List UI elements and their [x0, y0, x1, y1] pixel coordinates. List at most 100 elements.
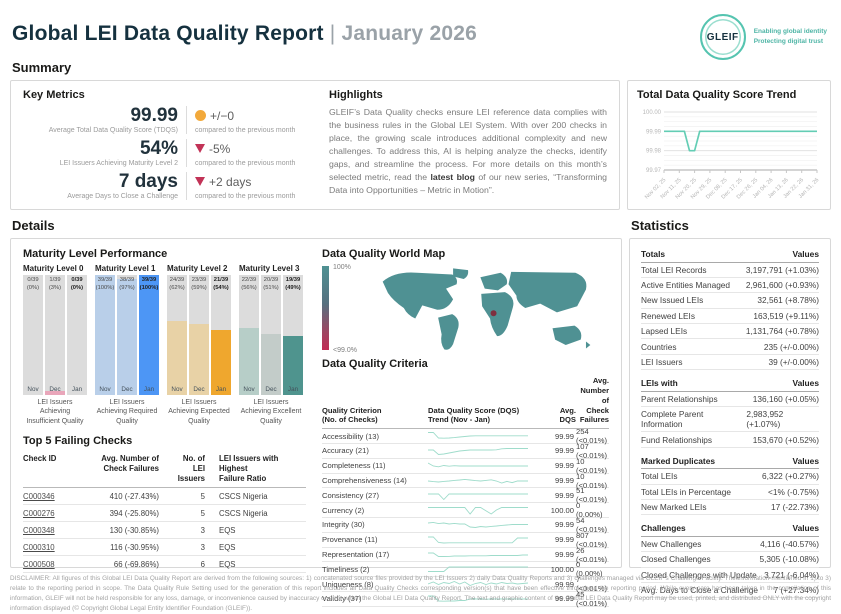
criteria-name: Provenance (11)	[322, 533, 428, 548]
metric-delta-block: -5% compared to the previous month	[186, 139, 295, 167]
gleif-logo: GLEIF Enabling global identity Protectin…	[699, 14, 827, 60]
criteria-sparkline	[428, 459, 538, 474]
map-legend-top-label: 100%	[333, 264, 351, 271]
tdqs-trend-title: Total Data Quality Score Trend	[637, 89, 797, 101]
sparkline-chart	[428, 432, 528, 439]
metric-delta-block: +2 days compared to the previous month	[186, 172, 295, 200]
check-id-link[interactable]: C000276	[23, 508, 55, 518]
stats-row-label: Active Entities Managed	[641, 280, 731, 291]
stats-row-label: LEI Issuers	[641, 356, 683, 367]
check-id-link[interactable]: C000310	[23, 542, 55, 552]
maturity-bars: 22/39 (56%) Nov 20/39 (51%) Dec 19/39 (49%) Jan	[239, 275, 303, 395]
details-heading: Details	[12, 218, 55, 233]
gleif-logo-icon: GLEIF	[699, 14, 746, 60]
table-header-cell: Avg. Number of Check Failures	[73, 451, 165, 488]
world-map-title: Data Quality World Map	[322, 248, 446, 260]
check-id-link[interactable]: C000348	[23, 525, 55, 535]
criteria-avg-dqs: 99.99	[538, 488, 576, 504]
criteria-name: Accessibility (13)	[322, 429, 428, 445]
criteria-avg-dqs: 99.99	[538, 518, 576, 533]
bar-month-label: Nov	[99, 386, 111, 393]
criteria-name: Uniqueness (8)	[322, 577, 428, 593]
metric-value-block: 54% LEI Issuers Achieving Maturity Level …	[23, 139, 178, 167]
criteria-sparkline	[428, 444, 538, 459]
map-legend: 100% <99.0%	[322, 264, 357, 354]
stats-row-value: 2,961,600 (+0.93%)	[745, 280, 819, 291]
highlights-title: Highlights	[329, 89, 383, 101]
sparkline-chart	[428, 507, 528, 515]
check-id-link[interactable]: C000508	[23, 559, 55, 569]
criteria-avg-dqs: 99.99	[538, 444, 576, 459]
criteria-avg-dqs: 99.99	[538, 577, 576, 593]
maturity-group-caption: LEI Issuers Achieving Required Quality	[96, 399, 158, 425]
bar-value-label: 23/39 (59%)	[189, 277, 209, 293]
metric-caption: Average Days to Close a Challenge	[67, 193, 178, 200]
table-cell-issuers: 3	[165, 539, 211, 556]
sparkline-chart	[428, 536, 528, 544]
criteria-failures: 10 (<0.01%)	[576, 471, 610, 490]
bar-count: 23/39	[191, 277, 207, 283]
maturity-group-1: Maturity Level 1 39/39 (100%) Nov 38/39 (97%)…	[95, 264, 159, 426]
check-id-link[interactable]: C000346	[23, 491, 55, 501]
criteria-header-cell: Avg. Number of Check Failures	[576, 374, 610, 430]
disclaimer-text: DISCLAIMER: All figures of this Global L…	[10, 575, 831, 612]
stats-row-label: Lapsed LEIs	[641, 326, 688, 337]
bar-column: 1/39 (3%) Dec	[45, 275, 65, 395]
bar-month-label: Jan	[71, 386, 83, 393]
maturity-group-label: Maturity Level 1	[95, 264, 156, 273]
bar-value-label: 1/39 (3%)	[45, 277, 65, 293]
table-row-check-id: C000276	[23, 505, 73, 522]
latest-blog-link[interactable]: latest blog	[430, 172, 475, 183]
metric-delta: -5%	[195, 139, 295, 158]
bar-value-label: 39/39 (100%)	[95, 277, 115, 293]
stats-row: Fund Relationships 153,670 (+0.52%)	[641, 432, 819, 448]
maturity-group-label: Maturity Level 3	[239, 264, 300, 273]
bar-month-label: Nov	[171, 386, 183, 393]
metric-delta-caption: compared to the previous month	[195, 127, 296, 134]
bar-month-label: Dec	[265, 386, 277, 393]
bar-count: 1/39	[49, 277, 61, 283]
report-header: Global LEI Data Quality Report | January…	[10, 0, 831, 60]
header-line: Quality Criterion	[322, 405, 382, 415]
bar-fill	[139, 275, 159, 395]
criteria-name: Comprehensiveness (14)	[322, 474, 428, 489]
bar-percent: (0%)	[26, 284, 40, 291]
table-cell-highest: EQS	[211, 539, 306, 556]
criteria-avg-dqs: 100.00	[538, 503, 576, 519]
sparkline-chart	[428, 448, 528, 455]
header-line: DQS	[559, 415, 576, 425]
table-header-cell: No. of LEI Issuers	[165, 451, 211, 488]
bar-month-label: Dec	[193, 386, 205, 393]
criteria-name: Consistency (27)	[322, 488, 428, 504]
criteria-failures: 51 (<0.01%)	[576, 486, 610, 505]
stats-row-label: Renewed LEIs	[641, 310, 695, 321]
stats-row: Total LEI Records 3,197,791 (+1.03%)	[641, 263, 819, 278]
stats-row-label: Countries	[641, 341, 677, 352]
stats-row-label: Avg. Days to Close a Challenge	[641, 585, 759, 596]
bar-percent: (62%)	[169, 284, 185, 291]
stats-group-title: Marked Duplicates	[641, 455, 716, 466]
table-cell-failures: 66 (-69.86%)	[73, 556, 165, 573]
svg-text:99.99: 99.99	[646, 129, 662, 135]
bar-count: 0/39	[27, 277, 39, 283]
gleif-tagline: Enabling global identity Protecting digi…	[754, 27, 827, 48]
bar-column: 39/39 (100%) Jan	[139, 275, 159, 395]
sparkline-chart	[428, 581, 528, 587]
criteria-name: Timeliness (2)	[322, 562, 428, 578]
bar-value-label: 19/39 (49%)	[283, 277, 303, 293]
criteria-sparkline	[428, 562, 538, 578]
bar-percent: (56%)	[241, 284, 257, 291]
highlights-text-after: of our new series, “Transforming Data in…	[329, 172, 607, 196]
map-legend-bottom-label: <99.0%	[333, 347, 357, 354]
top-failing-title: Top 5 Failing Checks	[23, 435, 133, 448]
bar-month-label: Jan	[215, 386, 227, 393]
details-panel: Maturity Level Performance Maturity Leve…	[10, 238, 623, 608]
stats-group-title: Challenges	[641, 523, 686, 534]
criteria-name: Currency (2)	[322, 503, 428, 519]
stats-group: LEIs with Values Parent Relationships 136,1…	[641, 378, 819, 448]
table-cell-highest: CSCS Nigeria	[211, 505, 306, 522]
bar-percent: (97%)	[119, 284, 135, 291]
stats-row-value: 1,131,764 (+0.78%)	[745, 326, 819, 337]
